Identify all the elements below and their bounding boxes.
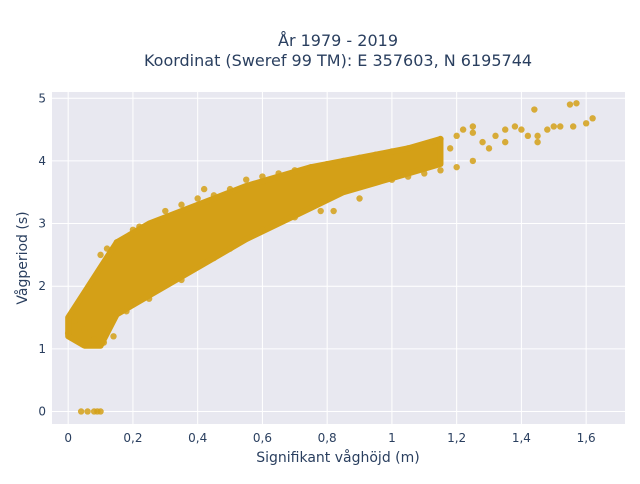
data-point [404, 173, 412, 180]
y-tick-label: 0 [38, 404, 46, 418]
data-point [123, 308, 130, 315]
y-tick-label: 3 [38, 217, 46, 231]
y-tick-label: 5 [38, 91, 46, 105]
x-tick-label: 1,4 [512, 431, 531, 445]
data-point [566, 101, 574, 108]
x-tick-label: 0 [64, 431, 72, 445]
chart-title-line2: Koordinat (Sweref 99 TM): E 357603, N 61… [144, 51, 532, 70]
x-tick-label: 0,4 [188, 431, 207, 445]
data-point [317, 207, 324, 215]
data-point [372, 151, 379, 158]
data-point [511, 123, 519, 130]
data-points [64, 100, 596, 415]
data-point [129, 226, 137, 234]
data-point [544, 126, 551, 133]
data-point [573, 100, 580, 107]
data-point [459, 126, 467, 133]
x-axis-label: Signifikant våghöjd (m) [256, 449, 419, 466]
data-point [427, 138, 434, 146]
data-point [531, 106, 538, 113]
data-point [90, 336, 98, 343]
data-point [534, 138, 541, 146]
data-point [550, 123, 557, 130]
data-point [243, 176, 250, 183]
data-point [178, 201, 185, 208]
data-point [492, 132, 499, 140]
data-point [518, 126, 525, 133]
data-point [226, 245, 234, 252]
y-tick-label: 2 [38, 279, 46, 293]
x-tick-label: 0,2 [123, 431, 142, 445]
y-axis-label: Vågperiod (s) [14, 211, 31, 304]
data-point [110, 333, 117, 340]
data-point [136, 223, 143, 230]
data-point [437, 167, 444, 174]
data-point [291, 214, 298, 221]
data-point [524, 132, 532, 140]
data-point [502, 138, 509, 146]
data-point [570, 123, 577, 130]
data-point [64, 329, 72, 337]
data-point [113, 239, 120, 246]
data-point [330, 207, 337, 215]
x-tick-label: 1 [388, 431, 396, 445]
y-tick-label: 4 [38, 154, 46, 168]
data-point [421, 142, 428, 149]
data-point [259, 173, 266, 180]
data-point [469, 157, 477, 165]
data-point [340, 157, 347, 165]
data-point [307, 163, 315, 171]
data-point [210, 254, 218, 262]
data-point [97, 251, 104, 259]
data-point [453, 132, 460, 140]
data-point [178, 276, 185, 284]
x-tick-label: 0,6 [253, 431, 272, 445]
data-point [103, 245, 111, 252]
data-point [259, 226, 266, 234]
data-point [291, 167, 298, 174]
x-tick-label: 1,2 [447, 431, 466, 445]
data-point [97, 408, 104, 415]
chart-title-line1: År 1979 - 2019 [278, 31, 398, 50]
data-point [453, 163, 460, 171]
data-point [210, 192, 218, 199]
data-point [356, 195, 363, 202]
data-point [502, 126, 509, 133]
data-point [437, 135, 444, 143]
x-axis-ticks: 0 0,2 0,4 0,6 0,8 1 1,2 1,4 1,6 [64, 431, 595, 445]
data-point [145, 295, 153, 302]
data-point [388, 176, 396, 183]
y-axis-ticks: 0 1 2 3 4 5 [38, 91, 46, 418]
data-point [200, 185, 208, 193]
data-point [479, 138, 486, 146]
data-point [589, 115, 596, 122]
data-point [534, 132, 541, 140]
data-point [81, 326, 88, 334]
x-tick-label: 0,8 [318, 431, 337, 445]
data-point [421, 170, 428, 177]
x-tick-label: 1,6 [577, 431, 596, 445]
data-point [71, 317, 78, 324]
data-point [446, 145, 454, 152]
data-point [469, 129, 477, 136]
data-point [557, 123, 564, 130]
data-point [226, 185, 234, 193]
y-tick-label: 1 [38, 342, 46, 356]
data-point [582, 120, 590, 127]
data-point [388, 148, 396, 155]
data-point [469, 123, 477, 130]
data-point [77, 408, 85, 415]
data-point [404, 145, 412, 152]
data-point [485, 145, 493, 152]
data-point [194, 195, 201, 202]
data-point [100, 339, 107, 346]
data-point [84, 408, 91, 415]
data-point [356, 154, 363, 161]
data-point [162, 207, 169, 215]
data-point [275, 170, 282, 177]
data-point [323, 160, 331, 168]
